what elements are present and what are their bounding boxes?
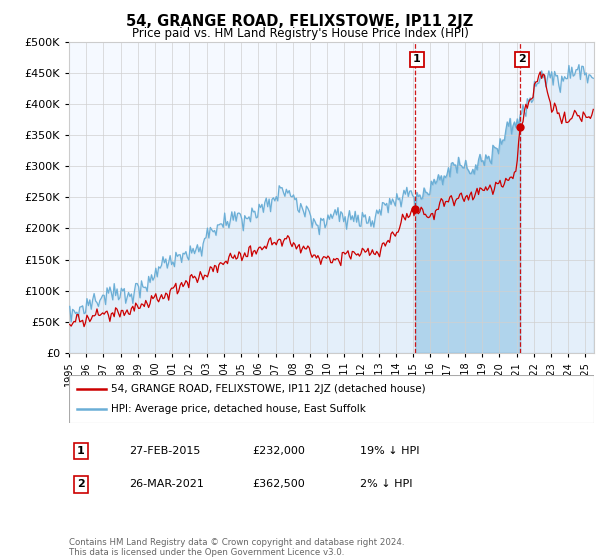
Text: Contains HM Land Registry data © Crown copyright and database right 2024.
This d: Contains HM Land Registry data © Crown c… xyxy=(69,538,404,557)
Text: Price paid vs. HM Land Registry's House Price Index (HPI): Price paid vs. HM Land Registry's House … xyxy=(131,27,469,40)
Text: £232,000: £232,000 xyxy=(252,446,305,456)
Text: 54, GRANGE ROAD, FELIXSTOWE, IP11 2JZ: 54, GRANGE ROAD, FELIXSTOWE, IP11 2JZ xyxy=(127,14,473,29)
Text: 26-MAR-2021: 26-MAR-2021 xyxy=(129,479,204,489)
Text: 1: 1 xyxy=(77,446,85,456)
Text: 1: 1 xyxy=(413,54,421,64)
Text: 2% ↓ HPI: 2% ↓ HPI xyxy=(360,479,413,489)
Text: 2: 2 xyxy=(518,54,526,64)
Text: 27-FEB-2015: 27-FEB-2015 xyxy=(129,446,200,456)
Text: 19% ↓ HPI: 19% ↓ HPI xyxy=(360,446,419,456)
Text: HPI: Average price, detached house, East Suffolk: HPI: Average price, detached house, East… xyxy=(111,404,366,414)
Text: £362,500: £362,500 xyxy=(252,479,305,489)
Text: 54, GRANGE ROAD, FELIXSTOWE, IP11 2JZ (detached house): 54, GRANGE ROAD, FELIXSTOWE, IP11 2JZ (d… xyxy=(111,384,425,394)
Text: 2: 2 xyxy=(77,479,85,489)
